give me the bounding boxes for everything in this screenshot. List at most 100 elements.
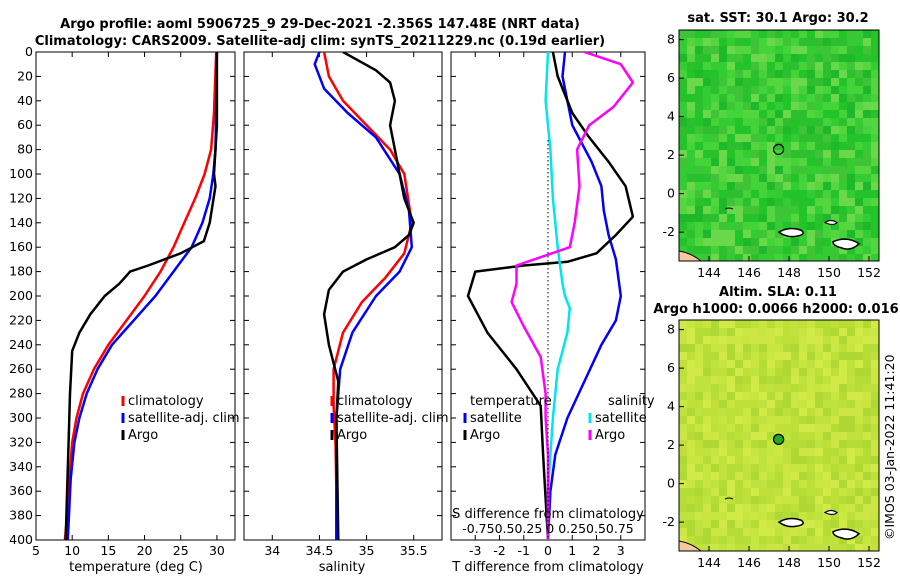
sst-map-cell [735,38,743,46]
sla-map-cell [815,432,823,440]
sla-map-cell [687,408,695,416]
sst-map-cell [815,214,823,222]
sst-map-cell [687,118,695,126]
sst-map-cell [863,134,871,142]
sla-map-cell [767,456,775,464]
sla-map-cell [847,360,855,368]
sst-map-cell [719,158,727,166]
sst-map-cell [767,166,775,174]
sla-map-cell [823,432,831,440]
sst-map-cell [831,70,839,78]
difference-temperature-legend-label: satellite [470,411,522,426]
sla-map-cell [759,392,767,400]
sst-map-cell [743,46,751,54]
sla-map-cell [855,424,863,432]
sla-map-cell [775,536,783,544]
sla-map-cell [695,392,703,400]
sst-map-cell [711,150,719,158]
sst-map-cell [759,70,767,78]
sla-map-cell [815,448,823,456]
sla-map-cell [727,336,735,344]
sst-map-cell [871,46,879,54]
sst-map-cell [703,222,711,230]
sla-map-cell [871,512,879,520]
sst-map-cell [855,198,863,206]
sla-map-ytick-label: 6 [667,360,675,375]
sla-map-cell [767,504,775,512]
sla-map-cell [743,392,751,400]
sla-map-cell [823,416,831,424]
difference-xtick-label: 2 [593,543,601,558]
sst-map-cell [687,62,695,70]
sla-map-cell [791,472,799,480]
sla-map-cell [839,424,847,432]
sst-map-cell [807,254,815,261]
sst-map-cell [767,246,775,254]
sla-map-cell [711,344,719,352]
sst-map-cell [799,94,807,102]
sst-map-cell [767,46,775,54]
sst-map-cell [783,214,791,222]
sla-map-cell [855,496,863,504]
sla-map-cell [847,344,855,352]
sst-map-cell [775,78,783,86]
sla-map-cell [839,536,847,544]
sst-map-cell [687,94,695,102]
sst-map-cell [807,230,815,238]
sst-map-cell [751,158,759,166]
sla-map-cell [735,456,743,464]
sla-map-cell [871,544,879,551]
sla-map-cell [695,528,703,536]
sla-map-cell [751,480,759,488]
sla-map-cell [783,368,791,376]
sst-map-cell [855,246,863,254]
sst-map-cell [783,62,791,70]
sst-map-cell [855,230,863,238]
sst-map-ytick-label: 6 [667,70,675,85]
sla-map-cell [719,520,727,528]
sst-map-coast-fragment [724,207,734,210]
sst-map-cell [727,54,735,62]
sst-map-cell [855,102,863,110]
sla-map-cell [719,536,727,544]
sst-map-cell [751,206,759,214]
sla-map-cell [791,528,799,536]
sla-map-cell [687,448,695,456]
difference-xtick-label: 0 [544,543,552,558]
sla-map-cell [807,464,815,472]
sla-map-cell [735,328,743,336]
sla-map-cell [783,328,791,336]
sst-map-cell [799,134,807,142]
sst-map-cell [743,142,751,150]
sst-map-ytick-label: 0 [667,186,675,201]
sst-map-cell [855,142,863,150]
sla-map-cell [815,328,823,336]
sst-map-cell [759,198,767,206]
sst-map-cell [719,230,727,238]
salinity-xtick-label: 35.5 [400,543,428,558]
sst-map-cell [799,70,807,78]
sla-map-cell [807,408,815,416]
sst-map-cell [719,70,727,78]
sst-map-cell [783,142,791,150]
sst-map-cell [687,222,695,230]
sst-map-cell [871,30,879,38]
sst-map-ytick-label: 2 [667,147,675,162]
sla-map-cell [703,432,711,440]
sst-map-cell [807,198,815,206]
sst-map-cell [791,206,799,214]
sla-map-cell [727,416,735,424]
sla-map-cell [855,400,863,408]
sla-map-cell [831,328,839,336]
sla-map-cell [711,360,719,368]
sla-map-cell [791,432,799,440]
sla-map-cell [799,344,807,352]
sla-map-cell [679,400,687,408]
sst-map-cell [767,206,775,214]
sst-map-cell [799,142,807,150]
sla-map-cell [847,432,855,440]
sst-map-cell [863,30,871,38]
sla-map-cell [687,344,695,352]
sla-map-cell [783,448,791,456]
sst-map-cell [815,94,823,102]
